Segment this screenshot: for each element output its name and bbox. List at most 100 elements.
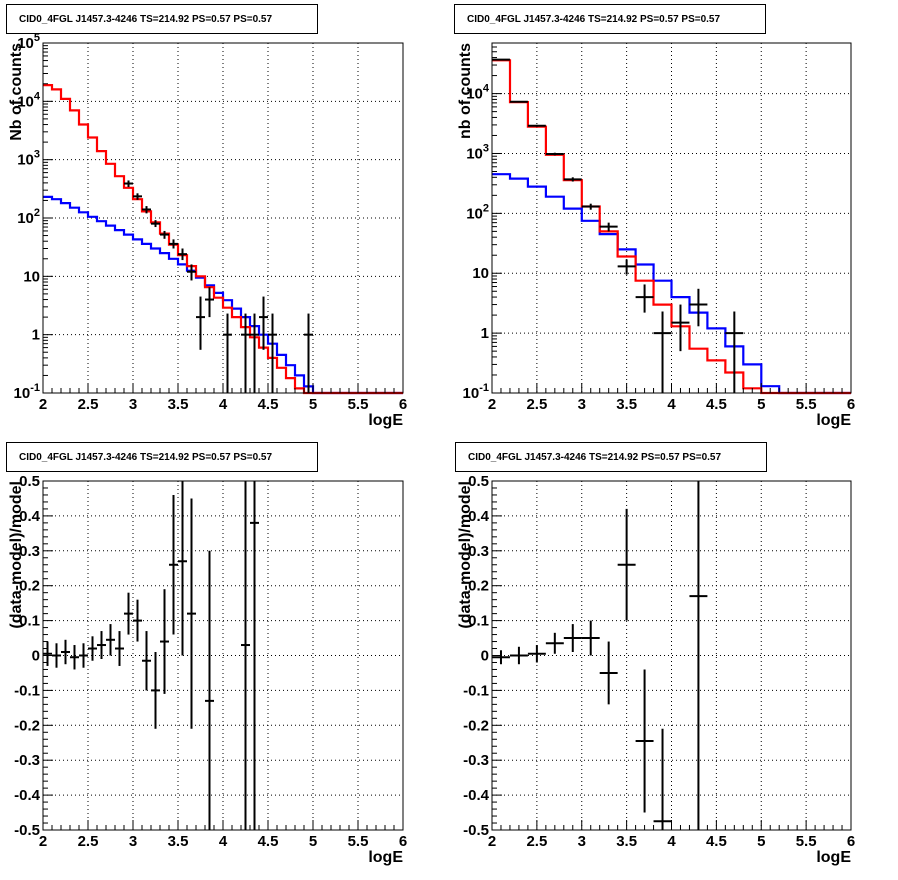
y-tick-label: 0 (32, 648, 40, 665)
data-point (52, 643, 61, 668)
data-point (689, 481, 708, 830)
data-point (241, 481, 250, 830)
residual-panel-coarse: 2 2.5 3 3.5 4 4.5 5 5.5 6 -0.5 -0.4 -0.3 -0.2 -0.1 0 0.… (449, 437, 898, 875)
y-tick-label: 0.2 (19, 578, 40, 595)
y-axis-title: nb of counts (457, 43, 474, 139)
y-tick-label: 1 (32, 327, 40, 344)
x-tick-label: 5 (309, 396, 317, 413)
plot-area (492, 481, 851, 830)
residual-plot-fine: 2 2.5 3 3.5 4 4.5 5 5.5 6 -0.5 -0.4 -0.3 -0.2 -0.1 0 0.… (8, 473, 407, 866)
data-point (527, 645, 546, 663)
data-point (43, 641, 52, 666)
y-tick-label: 104 (17, 90, 41, 110)
x-tick-label: 2.5 (78, 833, 99, 850)
x-tick-label: 6 (847, 396, 855, 413)
residual-plot-coarse: 2 2.5 3 3.5 4 4.5 5 5.5 6 -0.5 -0.4 -0.3 -0.2 -0.1 0 0.… (457, 473, 855, 866)
y-axis-title: (data-model)/model (8, 481, 25, 629)
data-point (133, 193, 142, 200)
data-point (223, 313, 232, 393)
plot-area (492, 43, 851, 393)
x-axis-title: logE (816, 849, 851, 866)
counts-plot-fine: 2 2.5 3 3.5 4 4.5 5 5.5 6 10-1 1 10 102 103 104 105 logE… (8, 32, 407, 429)
data-point (151, 220, 160, 228)
data-point (70, 645, 79, 670)
x-tick-label: 5 (309, 833, 317, 850)
data-point (124, 180, 133, 187)
data-point (187, 264, 196, 281)
x-tick-label: 3.5 (168, 396, 189, 413)
x-tick-label: 4.5 (706, 833, 727, 850)
data-point (205, 550, 214, 830)
x-tick-label: 5 (757, 833, 765, 850)
y-tick-label: -0.4 (463, 787, 490, 804)
x-tick-label: 2.5 (526, 396, 547, 413)
x-tick-label: 3 (578, 396, 586, 413)
x-tick-label: 4.5 (258, 833, 279, 850)
y-tick-label: -0.4 (14, 787, 41, 804)
x-tick-label: 4.5 (706, 396, 727, 413)
data-point (725, 311, 744, 393)
x-tick-label: 2 (39, 396, 47, 413)
data-point (671, 304, 690, 352)
data-point (106, 624, 115, 656)
data-point (250, 481, 259, 830)
data-point (88, 636, 97, 661)
x-tick-label: 3.5 (168, 833, 189, 850)
data-point (160, 230, 169, 239)
data-point (259, 296, 268, 350)
data-point (545, 632, 564, 654)
data-point (160, 589, 169, 694)
y-tick-label: -0.2 (14, 717, 40, 734)
x-tick-label: 3 (129, 396, 137, 413)
x-tick-label: 2.5 (78, 396, 99, 413)
y-tick-label: 10-1 (14, 382, 40, 402)
x-tick-label: 3 (129, 833, 137, 850)
data-point (79, 643, 88, 668)
x-tick-label: 3 (578, 833, 586, 850)
x-tick-label: 4 (667, 833, 676, 850)
data-point (142, 206, 151, 214)
y-tick-label: -0.1 (14, 682, 40, 699)
panel-title: CID0_4FGL J1457.3-4246 TS=214.92 PS=0.57… (454, 4, 766, 34)
y-axis-title: Nb of counts (8, 43, 25, 141)
y-tick-label: 0.4 (19, 508, 41, 525)
data-point (563, 624, 582, 653)
x-tick-label: 4.5 (258, 396, 279, 413)
x-tick-label: 5.5 (348, 396, 369, 413)
data-point (142, 631, 151, 691)
y-tick-label: 0.5 (468, 473, 489, 490)
x-tick-label: 5.5 (796, 833, 817, 850)
data-point (196, 296, 205, 350)
y-tick-label: -0.1 (463, 682, 489, 699)
counts-panel-fine: 2 2.5 3 3.5 4 4.5 5 5.5 6 10-1 1 10 102 103 104 105 logE… (0, 0, 449, 437)
x-axis-title: logE (816, 412, 851, 429)
x-tick-label: 2 (488, 396, 496, 413)
data-point (241, 313, 250, 393)
data-point (563, 177, 582, 182)
data-point (689, 288, 708, 327)
data-point (599, 222, 618, 232)
y-tick-label: -0.5 (463, 822, 489, 839)
data-point (581, 203, 600, 210)
data-point (617, 259, 636, 275)
x-tick-label: 4 (667, 396, 676, 413)
data-point (617, 508, 636, 621)
data-point (304, 313, 313, 393)
y-tick-label: -0.5 (14, 822, 40, 839)
x-tick-label: 5.5 (348, 833, 369, 850)
y-tick-label: 103 (17, 149, 40, 169)
x-tick-label: 3.5 (616, 833, 637, 850)
x-tick-label: 2 (39, 833, 47, 850)
y-tick-label: 102 (466, 202, 489, 222)
data-point (97, 631, 106, 659)
y-tick-label: 0 (481, 648, 489, 665)
data-point (509, 646, 528, 665)
data-point (169, 239, 178, 249)
data-point (250, 313, 259, 393)
data-point (635, 284, 654, 313)
y-tick-label: 10 (23, 268, 40, 285)
y-tick-label: 0.2 (468, 578, 489, 595)
data-point (581, 620, 600, 656)
x-tick-label: 2 (488, 833, 496, 850)
data-point (653, 311, 672, 393)
